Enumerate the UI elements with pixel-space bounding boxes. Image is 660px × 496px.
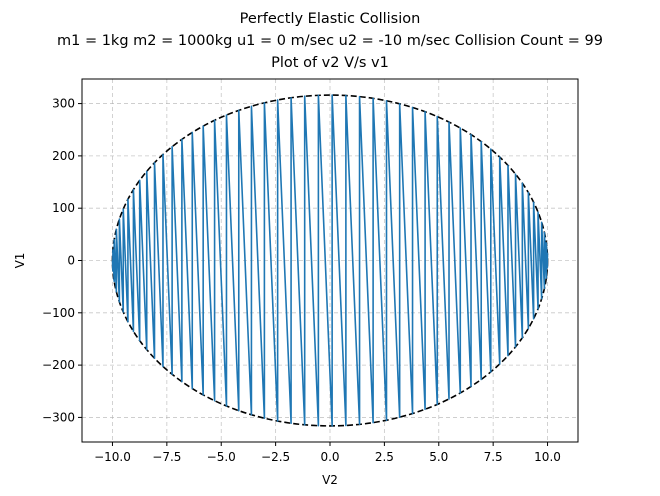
y-tick-label: 0 (67, 254, 75, 268)
y-axis-label: V1 (13, 253, 27, 269)
y-tick-label: −100 (42, 306, 75, 320)
x-tick-label: 0.0 (320, 450, 339, 464)
x-axis-ticks: −10.0 −7.5 −5.0 −2.5 0.0 2.5 5.0 7.5 10.0 (94, 442, 561, 464)
y-tick-label: 100 (52, 201, 75, 215)
y-tick-label: −300 (42, 410, 75, 424)
x-tick-label: −2.5 (261, 450, 290, 464)
x-tick-label: −7.5 (152, 450, 181, 464)
chart-title-line-1: Perfectly Elastic Collision (240, 11, 421, 27)
x-tick-label: −10.0 (94, 450, 131, 464)
x-tick-label: 10.0 (534, 450, 561, 464)
chart-title-line-2: m1 = 1kg m2 = 1000kg u1 = 0 m/sec u2 = -… (57, 33, 603, 49)
y-tick-label: 300 (52, 97, 75, 111)
x-axis-label: V2 (322, 473, 338, 487)
chart-title: Perfectly Elastic Collision m1 = 1kg m2 … (57, 11, 603, 71)
chart-title-line-3: Plot of v2 V/s v1 (271, 55, 389, 71)
trajectory-series (111, 94, 549, 427)
x-tick-label: 7.5 (484, 450, 503, 464)
trajectory-line (111, 94, 549, 427)
x-tick-label: −5.0 (207, 450, 236, 464)
y-axis-ticks: −300 −200 −100 0 100 200 300 (42, 97, 82, 424)
x-tick-label: 2.5 (375, 450, 394, 464)
y-tick-label: 200 (52, 149, 75, 163)
y-tick-label: −200 (42, 358, 75, 372)
x-tick-label: 5.0 (429, 450, 448, 464)
